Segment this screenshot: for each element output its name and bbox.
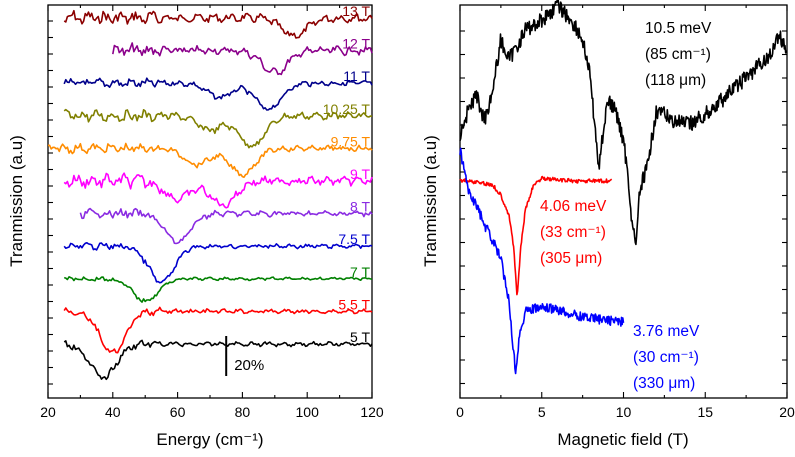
right-trace (459, 175, 613, 296)
right-x-ticks: 0 5 10 15 20 (456, 5, 795, 420)
left-trace (63, 77, 373, 111)
left-series-label: 12 T (342, 36, 370, 52)
scale-bar-label: 20% (234, 357, 264, 374)
right-panel: 0 5 10 15 20 10.5 meV (85 cm⁻¹) (118 μm) 4.06 m… (421, 0, 795, 449)
left-x-tick-label: 120 (360, 404, 384, 420)
left-series-label: 5 T (350, 329, 370, 345)
left-trace (79, 207, 373, 245)
right-annotation-line: (330 μm) (633, 375, 695, 392)
left-x-axis-title: Energy (cm⁻¹) (156, 430, 263, 449)
right-annotations: 10.5 meV (85 cm⁻¹) (118 μm) 4.06 meV (33 cm⁻… (540, 20, 712, 392)
right-annotation-line: (30 cm⁻¹) (633, 349, 699, 366)
left-x-tick-label: 80 (235, 404, 251, 420)
right-x-tick-label: 5 (538, 404, 546, 420)
right-trace (459, 147, 625, 375)
left-trace (47, 142, 373, 178)
left-x-tick-label: 40 (105, 404, 121, 420)
right-annotation-line: 10.5 meV (645, 20, 712, 37)
left-traces (47, 9, 373, 381)
left-x-tick-label: 60 (170, 404, 186, 420)
left-trace (112, 42, 373, 76)
right-x-tick-label: 10 (616, 404, 632, 420)
left-x-tick-label: 100 (296, 404, 320, 420)
left-trace (63, 9, 373, 39)
right-annotation-line: (305 μm) (540, 250, 602, 267)
left-trace (63, 276, 373, 303)
left-x-tick-label: 20 (40, 404, 56, 420)
left-trace (63, 242, 373, 284)
right-annotation-line: (118 μm) (645, 72, 706, 89)
left-trace (63, 306, 373, 354)
left-series-label: 7 T (350, 264, 370, 280)
right-annotation-line: 3.76 meV (633, 323, 700, 340)
left-series-label: 9.75 T (331, 133, 371, 149)
right-x-axis-title: Magnetic field (T) (557, 430, 688, 449)
left-trace (63, 339, 373, 381)
left-panel: 20 40 60 80 100 120 13 T 12 T 11 T 10.25 T 9.75 T… (7, 3, 384, 449)
right-trace (459, 0, 788, 246)
right-annotation-line: 4.06 meV (540, 198, 607, 215)
left-series-label: 9 T (350, 166, 370, 182)
left-series-labels: 13 T 12 T 11 T 10.25 T 9.75 T 9 T 8 T 7.5 T 7 T 5… (323, 3, 371, 345)
left-y-ticks (48, 20, 53, 385)
left-series-label: 8 T (350, 199, 370, 215)
left-series-label: 10.25 T (323, 101, 371, 117)
left-x-ticks: 20 40 60 80 100 120 (40, 5, 384, 420)
left-series-label: 5.5 T (338, 296, 370, 312)
left-series-label: 13 T (342, 3, 370, 19)
right-traces (459, 0, 788, 375)
right-x-tick-label: 0 (456, 404, 464, 420)
left-trace (63, 108, 373, 149)
left-series-label: 7.5 T (338, 231, 370, 247)
right-y-axis-title: Tranmission (a.u) (421, 135, 440, 267)
right-annotation-line: (85 cm⁻¹) (645, 46, 711, 63)
right-x-tick-label: 20 (779, 404, 795, 420)
scale-bar: 20% (225, 336, 264, 376)
right-plot-frame (459, 4, 788, 399)
left-series-label: 11 T (343, 68, 370, 84)
left-y-axis-title: Tranmission (a.u) (7, 135, 26, 267)
left-trace (63, 172, 373, 209)
right-x-tick-label: 15 (697, 404, 713, 420)
left-plot-frame (47, 4, 373, 399)
right-annotation-line: (33 cm⁻¹) (540, 224, 606, 241)
